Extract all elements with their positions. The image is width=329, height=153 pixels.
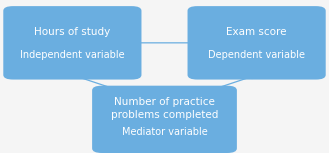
- Text: Independent variable: Independent variable: [20, 50, 125, 60]
- FancyBboxPatch shape: [188, 6, 326, 80]
- Text: Mediator variable: Mediator variable: [122, 127, 207, 137]
- Text: Hours of study: Hours of study: [34, 27, 111, 37]
- Text: Dependent variable: Dependent variable: [208, 50, 305, 60]
- FancyBboxPatch shape: [92, 86, 237, 153]
- FancyBboxPatch shape: [3, 6, 141, 80]
- Text: Number of practice
problems completed: Number of practice problems completed: [111, 97, 218, 120]
- Text: Exam score: Exam score: [226, 27, 287, 37]
